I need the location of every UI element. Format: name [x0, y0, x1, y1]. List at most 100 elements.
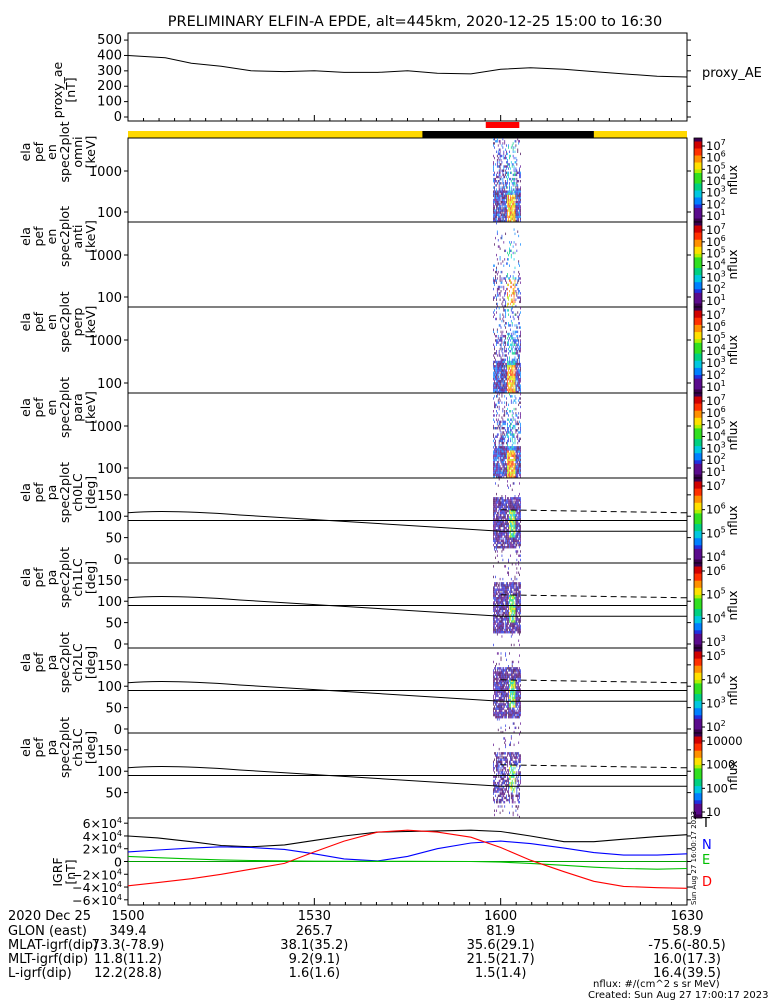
- spectrogram-pixel: [501, 752, 502, 754]
- spectrogram-pixel: [515, 501, 516, 503]
- spectrogram-pixel: [505, 182, 506, 184]
- spectrogram-pixel: [494, 705, 495, 707]
- spectrogram-pixel: [514, 601, 515, 603]
- spectrogram-pixel: [517, 716, 518, 718]
- spectrogram-pixel: [509, 365, 510, 367]
- spectrogram-pixel: [496, 616, 497, 618]
- spectrogram-pixel: [506, 525, 507, 527]
- spectrogram-pixel: [516, 601, 517, 603]
- spectrogram-pixel: [505, 523, 506, 525]
- colorbar-cell: [694, 261, 702, 265]
- spectrogram-pixel: [499, 682, 500, 684]
- spectrogram-pixel: [506, 378, 507, 380]
- spectrogram-pixel: [505, 759, 506, 761]
- spectrogram-pixel: [493, 620, 494, 622]
- spectrogram-pixel: [500, 382, 501, 384]
- spectrogram-pixel: [503, 533, 504, 535]
- spectrogram-pixel: [497, 714, 498, 716]
- spectrogram-pixel: [506, 184, 507, 186]
- spectrogram-pixel: [514, 296, 515, 298]
- spectrogram-pixel: [502, 170, 503, 172]
- spectrogram-pixel: [502, 761, 503, 763]
- spectrogram-pixel: [500, 795, 501, 797]
- spectrogram-pixel: [501, 676, 502, 678]
- spectrogram-pixel: [518, 374, 519, 376]
- spectrogram-pixel: [513, 337, 514, 339]
- spectrogram-pixel: [498, 341, 499, 343]
- spectrogram-pixel: [513, 752, 514, 754]
- spectrogram-pixel: [506, 262, 507, 264]
- spectrogram-pixel: [503, 625, 504, 627]
- spectrogram-pixel: [494, 201, 495, 203]
- spectrogram-pixel: [505, 337, 506, 339]
- spectrogram-pixel: [503, 387, 504, 389]
- spectrogram-pixel: [509, 506, 510, 508]
- spectrogram-pixel: [500, 680, 501, 682]
- spectrogram-pixel: [501, 801, 502, 803]
- spectrogram-pixel: [513, 544, 514, 546]
- spectrogram-pixel: [507, 252, 508, 254]
- spectrogram-pixel: [503, 440, 504, 442]
- spectrogram-pixel: [507, 197, 508, 199]
- spectrogram-pixel: [499, 149, 500, 151]
- spectrogram-pixel: [502, 436, 503, 438]
- spectrogram-pixel: [515, 378, 516, 380]
- colorbar-cell: [694, 212, 702, 216]
- spectrogram-pixel: [495, 550, 496, 552]
- spectrogram-pixel: [517, 463, 518, 465]
- spectrogram-pixel: [512, 793, 513, 795]
- spectrogram-pixel: [499, 421, 500, 423]
- spectrogram-pixel: [499, 378, 500, 380]
- spectrogram-pixel: [495, 684, 496, 686]
- spectrogram-pixel: [504, 250, 505, 252]
- spectrogram-pixel: [514, 376, 515, 378]
- spectrogram-pixel: [493, 436, 494, 438]
- spectrogram-pixel: [511, 674, 512, 676]
- spectrogram-pixel: [516, 727, 517, 729]
- spectrogram-pixel: [515, 277, 516, 279]
- spectrogram-pixel: [504, 674, 505, 676]
- spectrogram-pixel: [498, 335, 499, 337]
- spectrogram-pixel: [501, 446, 502, 448]
- spectrogram-pixel: [496, 214, 497, 216]
- spectrogram-pixel: [518, 412, 519, 414]
- spectrogram-pixel: [502, 790, 503, 792]
- spectrogram-pixel: [504, 527, 505, 529]
- spectrogram-pixel: [499, 780, 500, 782]
- spectrogram-pixel: [511, 620, 512, 622]
- spectrogram-pixel: [508, 676, 509, 678]
- spectrogram-pixel: [517, 363, 518, 365]
- spectrogram-pixel: [502, 635, 503, 637]
- spectrogram-pixel: [510, 369, 511, 371]
- spectrogram-pixel: [509, 727, 510, 729]
- colorbar-cell: [694, 630, 702, 634]
- spectrogram-pixel: [516, 761, 517, 763]
- spectrogram-pixel: [517, 436, 518, 438]
- spectrogram-pixel: [495, 714, 496, 716]
- spectrogram-pixel: [511, 197, 512, 199]
- loss-cone-line: [128, 681, 687, 701]
- spectrogram-pixel: [517, 682, 518, 684]
- spectrogram-pixel: [493, 504, 494, 506]
- spectrogram-pixel: [503, 780, 504, 782]
- spectrogram-pixel: [518, 404, 519, 406]
- spectrogram-pixel: [519, 140, 520, 142]
- spectrogram-pixel: [519, 508, 520, 510]
- spectrogram-pixel: [512, 769, 513, 771]
- spectrogram-pixel: [508, 335, 509, 337]
- spectrogram-pixel: [505, 193, 506, 195]
- spectrogram-pixel: [497, 612, 498, 614]
- spectrogram-pixel: [497, 201, 498, 203]
- spectrogram-pixel: [511, 631, 512, 633]
- spectrogram-pixel: [516, 523, 517, 525]
- spectrogram-pixel: [517, 618, 518, 620]
- spectrogram-pixel: [493, 788, 494, 790]
- spectrogram-pixel: [514, 303, 515, 305]
- colorbar-cell: [694, 152, 702, 156]
- colorbar-cell: [694, 623, 702, 627]
- spectrogram-pixel: [518, 172, 519, 174]
- spectrogram-pixel: [507, 193, 508, 195]
- colorbar-tick-label: 106: [706, 563, 726, 578]
- spectrogram-pixel: [512, 501, 513, 503]
- spectrogram-pixel: [510, 586, 511, 588]
